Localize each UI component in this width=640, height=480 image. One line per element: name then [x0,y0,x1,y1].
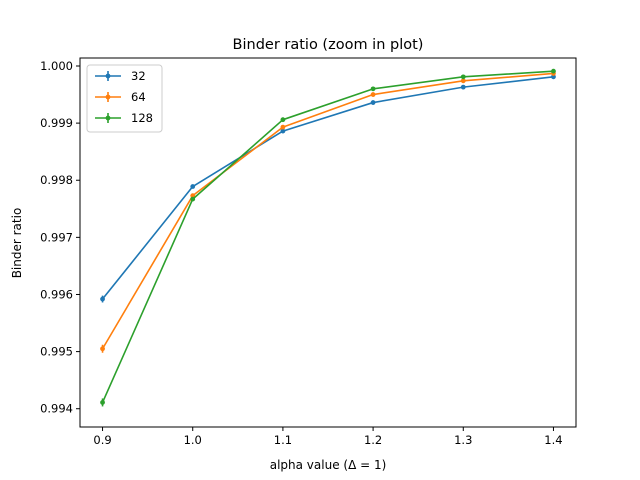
series-line-32 [101,76,554,300]
legend-marker [105,94,111,100]
legend-marker [105,73,111,79]
x-tick-label: 1.0 [184,433,202,447]
x-tick-label: 0.9 [93,433,111,447]
legend-label: 128 [131,111,153,125]
legend-box [86,64,163,133]
x-axis-label: alpha value (Δ = 1) [270,458,387,472]
plot-area [100,68,556,407]
legend-marker [105,115,111,121]
legend-item-64: 64 [95,90,146,104]
data-point [551,68,556,74]
data-point [190,184,196,189]
x-tick-label: 1.1 [274,433,292,447]
series-line-128 [101,70,554,403]
data-point [100,400,105,405]
x-tick-label: 1.3 [454,433,472,447]
data-point [100,346,105,352]
legend: 32 64 128 [86,64,163,133]
series-128 [100,68,556,407]
legend-label: 64 [131,90,146,104]
y-tick-label: 0.997 [40,230,73,244]
axis-ticks: 0.9 1.0 1.1 1.2 1.3 1.4 0.994 0.995 0.996 0.997 0.… [40,59,563,447]
x-tick-label: 1.2 [364,433,382,447]
data-point [460,74,466,80]
chart-title: Binder ratio (zoom in plot) [233,37,424,53]
data-point [100,296,105,302]
y-tick-label: 0.995 [40,345,73,359]
data-point [370,92,376,97]
y-tick-label: 0.994 [40,402,73,416]
data-point [190,193,196,199]
data-point [460,78,466,84]
data-point [551,74,556,80]
x-tick-label: 1.4 [544,433,562,447]
legend-item-128: 128 [95,111,153,125]
y-tick-label: 0.998 [40,173,73,187]
plot-frame [79,57,577,428]
y-tick-label: 0.999 [40,116,73,130]
data-point [190,196,196,202]
legend-label: 32 [131,69,146,83]
data-point [280,117,286,123]
y-tick-label: 1.000 [40,59,73,73]
data-point [280,124,286,130]
y-tick-label: 0.996 [40,287,73,301]
data-point [370,100,376,105]
series-32 [100,74,556,303]
legend-item-32: 32 [95,69,146,83]
series-line-64 [101,72,554,350]
y-axis-label: Binder ratio [10,208,24,279]
data-point [370,86,376,92]
data-point [460,84,466,90]
data-point [280,128,286,134]
